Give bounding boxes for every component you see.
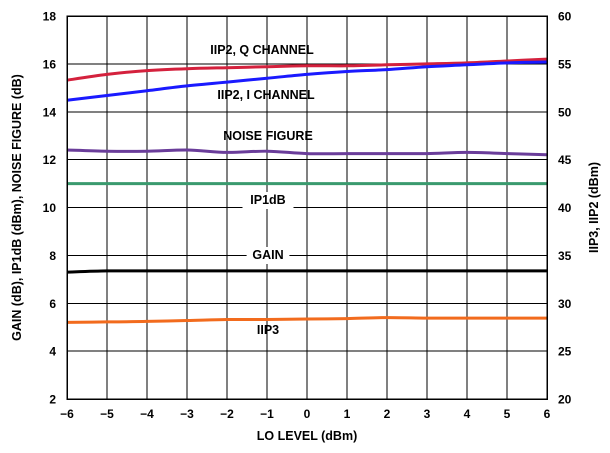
x-tick-label: −1 (260, 407, 274, 421)
y-tick-label-right: 50 (558, 105, 572, 119)
x-tick-label: −5 (100, 407, 114, 421)
x-tick-label: 0 (304, 407, 311, 421)
series-line-2 (66, 148, 548, 157)
y-tick-label-left: 4 (49, 345, 56, 359)
annotation-label: IIP2, I CHANNEL (217, 88, 315, 102)
x-tick-label: −3 (180, 407, 194, 421)
plot-frame (66, 15, 548, 400)
series-line-0 (66, 57, 548, 82)
y-axis-label-right: IIP3, IIP2 (dBm) (587, 162, 601, 253)
annotation-label: GAIN (252, 248, 283, 262)
x-tick-label: −4 (140, 407, 154, 421)
y-tick-label-right: 30 (558, 297, 572, 311)
series-line-5 (66, 316, 547, 324)
y-axis-label-left: GAIN (dB), IP1dB (dBm), NOISE FIGURE (dB… (10, 74, 24, 341)
y-tick-label-right: 55 (558, 57, 572, 71)
x-tick-label: 4 (464, 407, 471, 421)
y-tick-label-right: 60 (558, 10, 572, 24)
x-tick-label: −2 (220, 407, 234, 421)
y-tick-label-right: 20 (558, 393, 572, 407)
series-line-1 (66, 60, 548, 102)
y-tick-label-left: 18 (43, 10, 57, 24)
y-tick-label-left: 10 (43, 201, 57, 215)
x-axis-label: LO LEVEL (dBm) (257, 429, 357, 443)
y-tick-label-right: 35 (558, 249, 572, 263)
x-tick-label: 2 (384, 407, 391, 421)
y-tick-label-right: 25 (558, 345, 572, 359)
x-tick-label: 1 (344, 407, 351, 421)
x-tick-label: 5 (504, 407, 511, 421)
y-tick-label-left: 6 (49, 297, 56, 311)
annotations: IIP2, Q CHANNEL IIP2, I CHANNEL NOISE FIGU… (210, 43, 315, 337)
annotation-knockout (242, 192, 294, 209)
y-tick-label-right: 40 (558, 201, 572, 215)
y-tick-label-left: 2 (49, 393, 56, 407)
x-tick-label: 6 (544, 407, 551, 421)
y-tick-label-left: 14 (43, 105, 57, 119)
x-tick-label: 3 (424, 407, 431, 421)
grid (67, 16, 547, 399)
y-tick-label-left: 12 (43, 153, 57, 167)
x-tick-label: −6 (60, 407, 74, 421)
annotation-knockout (246, 247, 290, 264)
y-tick-label-left: 8 (49, 249, 56, 263)
y-tick-label-left: 16 (43, 57, 57, 71)
annotation-label: IIP2, Q CHANNEL (210, 43, 314, 57)
y-tick-label-right: 45 (558, 153, 572, 167)
annotation-label: IP1dB (250, 193, 285, 207)
series-line-4 (66, 269, 547, 274)
annotation-label: NOISE FIGURE (223, 129, 313, 143)
series-layer (66, 57, 548, 324)
annotation-label: IIP3 (257, 323, 279, 337)
